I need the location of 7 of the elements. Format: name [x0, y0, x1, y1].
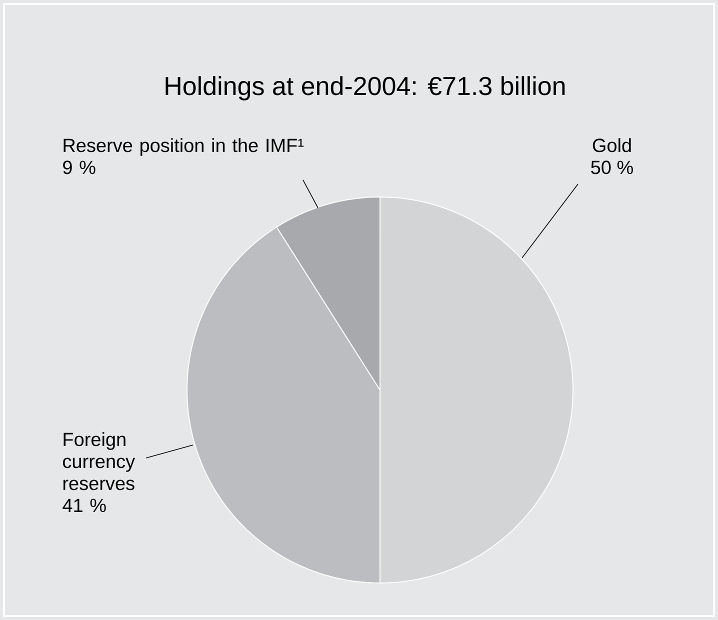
slice-label: Foreign currency reserves [63, 432, 136, 490]
slice-label: Reserve position in the IMF¹ [64, 138, 304, 156]
data-label: 50 % [591, 160, 633, 174]
slice-label: Gold [592, 138, 631, 152]
data-label: 9 % [63, 160, 96, 174]
data-label: 41 % [62, 498, 106, 512]
chart-title: Holdings at end-2004: €71.3 billion [166, 76, 565, 100]
